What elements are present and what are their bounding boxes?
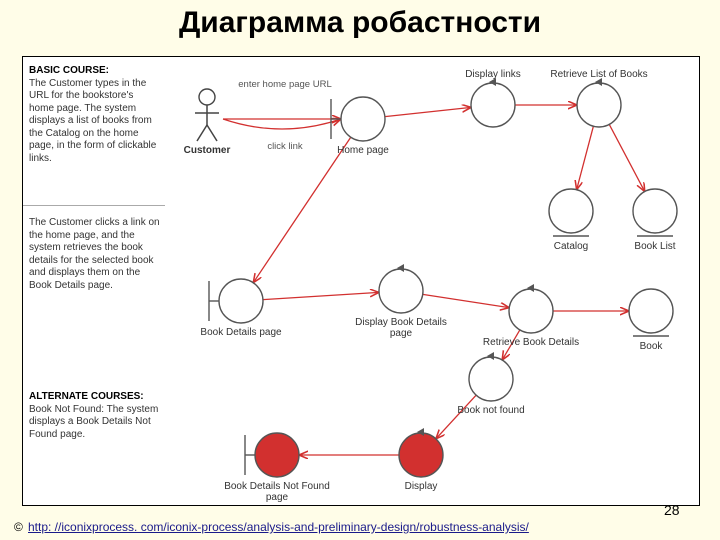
- diagram-canvas: enter home page URLclick linkCustomerHom…: [23, 57, 699, 505]
- edge: [253, 137, 351, 282]
- node-display: [399, 428, 443, 477]
- node-label: Book: [640, 341, 663, 352]
- node-label: Retrieve Book Details: [483, 337, 579, 348]
- node-label: Catalog: [554, 241, 588, 252]
- node-bookdetailsnotfound: [245, 433, 299, 477]
- node-booklist: [633, 189, 677, 236]
- node-label: Display Book Detailspage: [355, 317, 447, 339]
- node-retrievebookdetails: [509, 284, 553, 333]
- diagram-frame: BASIC COURSE: The Customer types in the …: [22, 56, 700, 506]
- node-label: Display links: [465, 69, 521, 80]
- copyright-symbol: ©: [14, 520, 23, 534]
- node-label: Book Details page: [200, 327, 281, 338]
- node-displaybookdetails: [379, 264, 423, 313]
- node-catalog: [549, 189, 593, 236]
- node-label: Book Details Not Foundpage: [224, 481, 330, 503]
- edge: [223, 119, 341, 129]
- edge: [423, 294, 510, 307]
- node-bookdetailspage: [209, 279, 263, 323]
- node-displaylinks: [471, 78, 515, 127]
- edge: [385, 107, 471, 116]
- actor-customer: [195, 89, 219, 141]
- page-number: 28: [664, 502, 680, 518]
- node-book: [629, 289, 673, 336]
- node-label: Book not found: [457, 405, 524, 416]
- node-label: Retrieve List of Books: [550, 69, 647, 80]
- edge: [263, 292, 379, 299]
- node-label: Home page: [337, 145, 389, 156]
- node-retrievelist: [577, 78, 621, 127]
- node-label: Display: [405, 481, 438, 492]
- node-home: [331, 97, 385, 141]
- page-title: Диаграмма робастности: [0, 6, 720, 40]
- edge: [577, 126, 594, 189]
- edge: [436, 395, 476, 439]
- edge: [609, 124, 644, 191]
- actor-label: Customer: [184, 145, 231, 156]
- node-label: Book List: [634, 241, 675, 252]
- node-booknotfound: [469, 352, 513, 401]
- source-link[interactable]: http: //iconixprocess. com/iconix-proces…: [28, 520, 529, 534]
